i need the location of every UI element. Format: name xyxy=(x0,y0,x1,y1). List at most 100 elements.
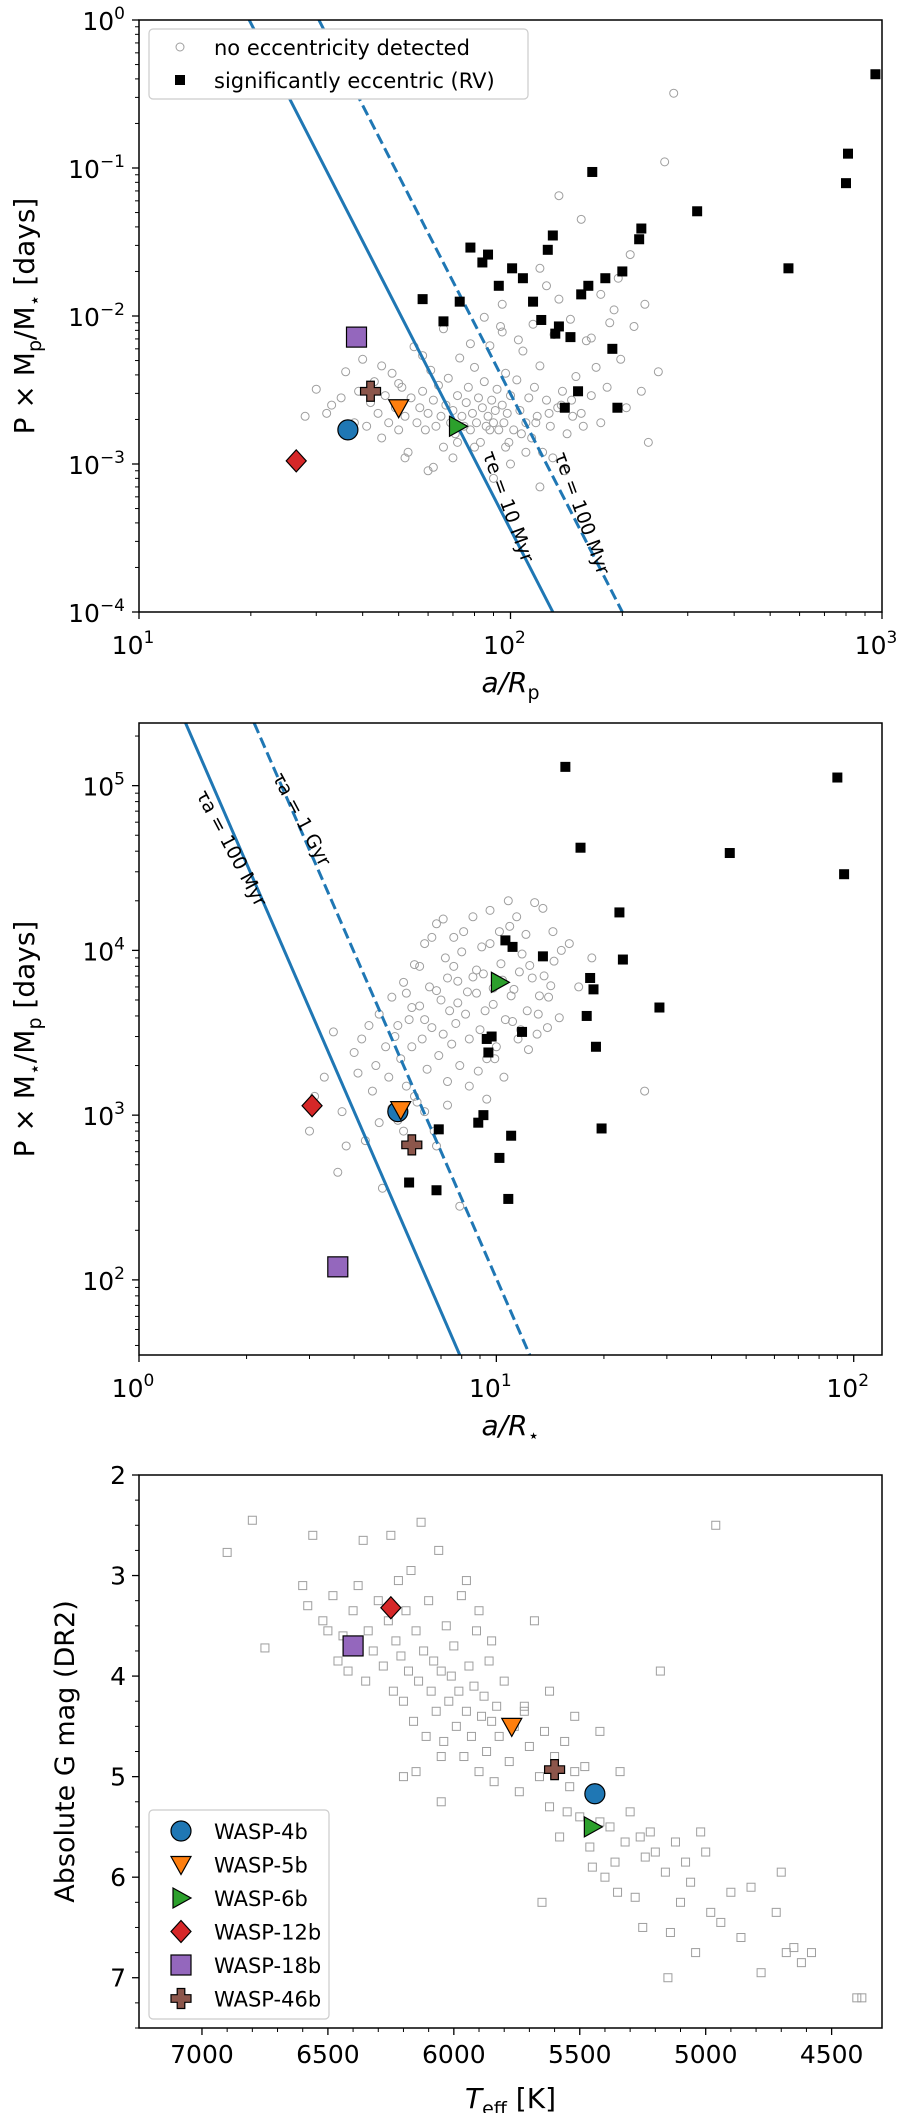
no-ecc-point xyxy=(487,395,497,405)
no-ecc-point xyxy=(381,1042,391,1052)
x-tick-label: 6000 xyxy=(422,2040,486,2069)
no-ecc-point xyxy=(554,1013,564,1023)
highlight-wasp-46b xyxy=(359,380,382,402)
x-tick-label: 5500 xyxy=(548,2040,612,2069)
no-ecc-point xyxy=(424,982,434,992)
star-point xyxy=(625,1807,635,1817)
star-point xyxy=(348,1606,358,1616)
star-point xyxy=(638,1922,648,1932)
no-ecc-point xyxy=(489,473,499,483)
star-point xyxy=(386,1530,396,1540)
no-ecc-point xyxy=(472,965,482,975)
eccentric-point xyxy=(588,984,599,995)
no-ecc-point xyxy=(473,1066,483,1076)
star-point xyxy=(519,1706,529,1716)
eccentric-point xyxy=(692,206,703,217)
star-point xyxy=(446,1671,456,1681)
star-point xyxy=(396,1651,406,1661)
star-point xyxy=(260,1643,270,1653)
no-ecc-point xyxy=(374,1118,384,1128)
highlight-wasp-6b xyxy=(490,971,511,994)
star-point xyxy=(471,1626,481,1636)
star-point xyxy=(499,1676,509,1686)
star-point xyxy=(454,1686,464,1696)
x-axis-label: a/Rp xyxy=(481,666,539,704)
star-point xyxy=(595,1726,605,1736)
no-ecc-point xyxy=(529,382,539,392)
y-tick-label: 2 xyxy=(110,1461,126,1490)
no-ecc-point xyxy=(472,988,482,998)
no-ecc-point xyxy=(364,1021,374,1031)
x-axis-label: a/R⋆ xyxy=(482,1409,540,1447)
no-ecc-point xyxy=(501,442,511,452)
no-ecc-point xyxy=(629,321,639,331)
timescale-label: τe = 100 Myr xyxy=(549,449,614,578)
star-point xyxy=(426,1686,436,1696)
no-ecc-point xyxy=(427,1023,437,1033)
no-ecc-point xyxy=(499,418,509,428)
star-point xyxy=(645,1827,655,1837)
star-point xyxy=(421,1731,431,1741)
no-ecc-point xyxy=(469,442,479,452)
star-point xyxy=(494,1731,504,1741)
no-ecc-point xyxy=(415,961,425,971)
star-point xyxy=(464,1661,474,1671)
no-ecc-point xyxy=(428,395,438,405)
star-point xyxy=(391,1636,401,1646)
no-ecc-point xyxy=(496,959,506,969)
eccentric-point xyxy=(573,386,584,397)
star-point xyxy=(686,1877,696,1887)
eccentric-point xyxy=(483,1047,494,1058)
no-ecc-point xyxy=(505,921,515,931)
no-ecc-point xyxy=(377,361,387,371)
eccentric-point xyxy=(583,280,594,291)
no-ecc-point xyxy=(535,482,545,492)
eccentric-point xyxy=(560,761,571,772)
eccentric-point xyxy=(559,402,570,413)
eccentric-point xyxy=(417,294,428,305)
eccentric-point xyxy=(483,249,494,260)
star-point xyxy=(388,1686,398,1696)
no-ecc-point xyxy=(464,1081,474,1091)
eccentric-point xyxy=(724,848,735,859)
no-ecc-point xyxy=(300,411,310,421)
eccentric-point xyxy=(478,1110,489,1121)
no-ecc-point xyxy=(358,354,368,364)
no-ecc-point xyxy=(625,250,635,260)
no-ecc-point xyxy=(327,400,337,410)
star-point xyxy=(434,1545,444,1555)
legend-label: significantly eccentric (RV) xyxy=(214,69,495,93)
star-point xyxy=(565,1782,575,1792)
no-ecc-point xyxy=(535,263,545,273)
no-ecc-point xyxy=(420,1015,430,1025)
highlight-wasp-5b xyxy=(500,1717,523,1738)
no-ecc-point xyxy=(532,1029,542,1039)
no-ecc-point xyxy=(406,393,416,403)
no-ecc-point xyxy=(489,418,499,428)
tick-label: 104 xyxy=(82,934,125,966)
star-point xyxy=(796,1958,806,1968)
star-point xyxy=(451,1721,461,1731)
tick-label: 100 xyxy=(82,4,125,36)
highlight-wasp-5b xyxy=(387,399,410,419)
eccentric-point xyxy=(486,1031,497,1042)
no-ecc-point xyxy=(328,1027,338,1037)
no-ecc-point xyxy=(420,939,430,949)
eccentric-point xyxy=(542,244,553,255)
star-point xyxy=(655,1666,665,1676)
star-point xyxy=(615,1767,625,1777)
star-point xyxy=(303,1601,313,1611)
no-ecc-point xyxy=(479,377,489,387)
no-ecc-point xyxy=(401,988,411,998)
legend-label: WASP-18b xyxy=(214,1954,321,1978)
no-ecc-point xyxy=(586,391,596,401)
no-ecc-point xyxy=(542,1023,552,1033)
star-point xyxy=(806,1948,816,1958)
star-point xyxy=(363,1626,373,1636)
eccentric-point xyxy=(840,178,851,189)
timescale-line-100myr xyxy=(184,723,462,1355)
no-ecc-point xyxy=(459,927,469,937)
highlight-wasp-12b xyxy=(285,448,308,473)
no-ecc-point xyxy=(400,411,410,421)
